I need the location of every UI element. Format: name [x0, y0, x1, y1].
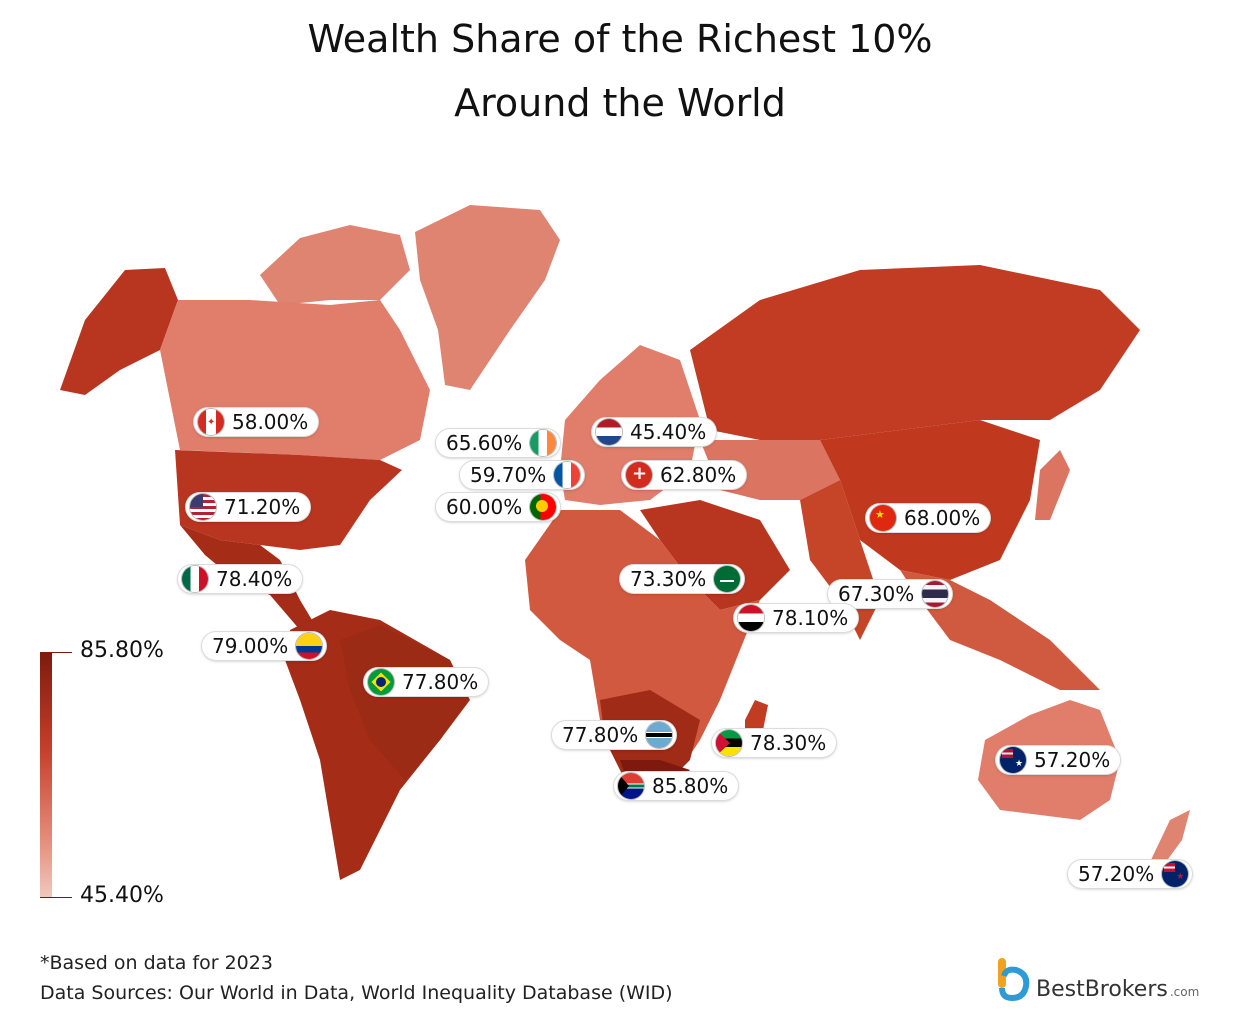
region-china	[820, 420, 1040, 580]
country-label-china: ★ 68.00%	[866, 504, 991, 532]
bestbrokers-logo-icon	[998, 958, 1030, 1002]
region-arabia	[640, 500, 790, 610]
value-text: 59.70%	[470, 463, 547, 487]
yemen-flag-icon	[738, 605, 764, 631]
ireland-flag-icon	[530, 430, 557, 456]
china-flag-icon: ★	[870, 505, 896, 531]
region-alaska	[60, 268, 178, 395]
value-text: 77.80%	[402, 670, 479, 694]
value-text: 78.10%	[772, 606, 849, 630]
legend-max-label: 85.80%	[80, 638, 164, 663]
value-text: 67.30%	[838, 582, 915, 606]
region-africa	[525, 510, 760, 790]
footnote: *Based on data for 2023	[40, 952, 273, 974]
region-russia	[690, 265, 1140, 440]
data-sources: Data Sources: Our World in Data, World I…	[40, 982, 673, 1004]
legend-tick-max	[40, 652, 72, 653]
value-text: 65.60%	[446, 431, 523, 455]
country-label-yemen: 78.10%	[734, 604, 859, 632]
country-label-switzerland: + 62.80%	[622, 461, 747, 489]
brand-domain: .com	[1169, 985, 1200, 999]
mexico-flag-icon	[182, 566, 208, 592]
value-text: 78.40%	[216, 567, 293, 591]
australia-flag-icon: ★	[1000, 747, 1026, 773]
value-text: 73.30%	[630, 567, 707, 591]
page-title: Wealth Share of the Richest 10%	[307, 17, 933, 61]
region-japan	[1035, 450, 1070, 520]
country-label-ireland: 65.60%	[436, 429, 561, 457]
region-arctic-islands	[260, 225, 410, 305]
legend-tick-min	[40, 897, 72, 898]
country-label-colombia: 79.00%	[202, 632, 327, 660]
country-label-botswana: 77.80%	[552, 721, 677, 749]
country-label-new-zealand: 57.20% ★	[1068, 860, 1193, 888]
value-text: 45.40%	[630, 420, 707, 444]
value-text: 85.80%	[652, 774, 729, 798]
country-label-australia: ★ 57.20%	[996, 746, 1121, 774]
country-label-saudi-arabia: 73.30%	[620, 565, 745, 593]
page-subtitle: Around the World	[454, 81, 786, 125]
value-text: 62.80%	[660, 463, 737, 487]
netherlands-flag-icon	[596, 419, 622, 445]
region-brazil	[340, 625, 468, 780]
value-text: 57.20%	[1034, 748, 1111, 772]
legend-min-label: 45.40%	[80, 883, 164, 908]
region-greenland	[415, 205, 560, 390]
country-label-mozambique: 78.30%	[712, 729, 837, 757]
region-canada	[160, 300, 430, 460]
thailand-flag-icon	[922, 581, 949, 607]
value-text: 58.00%	[232, 410, 309, 434]
brazil-flag-icon	[368, 669, 394, 695]
value-text: 68.00%	[904, 506, 981, 530]
country-label-netherlands: 45.40%	[592, 418, 717, 446]
value-text: 60.00%	[446, 495, 523, 519]
country-label-france: 59.70%	[460, 461, 585, 489]
value-text: 78.30%	[750, 731, 827, 755]
country-label-thailand: 67.30%	[828, 580, 953, 608]
switzerland-flag-icon: +	[626, 462, 652, 488]
country-label-canada: ✦ 58.00%	[194, 408, 319, 436]
usa-flag-icon	[190, 494, 216, 520]
value-text: 57.20%	[1078, 862, 1155, 886]
mozambique-flag-icon	[716, 730, 742, 756]
value-text: 79.00%	[212, 634, 289, 658]
country-label-south-africa: 85.80%	[614, 772, 739, 800]
france-flag-icon	[554, 462, 581, 488]
value-text: 77.80%	[562, 723, 639, 747]
country-label-brazil: 77.80%	[364, 668, 489, 696]
canada-flag-icon: ✦	[198, 409, 224, 435]
legend-gradient-bar	[40, 652, 52, 898]
brand-logo: BestBrokers .com	[996, 956, 1199, 1002]
brand-name: BestBrokers	[1036, 977, 1168, 1002]
colombia-flag-icon	[296, 633, 323, 659]
region-new-zealand	[1150, 810, 1190, 870]
value-text: 71.20%	[224, 495, 301, 519]
portugal-flag-icon	[530, 494, 557, 520]
country-label-mexico: 78.40%	[178, 565, 303, 593]
south-africa-flag-icon	[618, 773, 644, 799]
country-label-usa: 71.20%	[186, 493, 311, 521]
country-label-portugal: 60.00%	[436, 493, 561, 521]
saudi-arabia-flag-icon	[714, 566, 741, 592]
botswana-flag-icon	[646, 722, 673, 748]
new-zealand-flag-icon: ★	[1162, 861, 1189, 887]
